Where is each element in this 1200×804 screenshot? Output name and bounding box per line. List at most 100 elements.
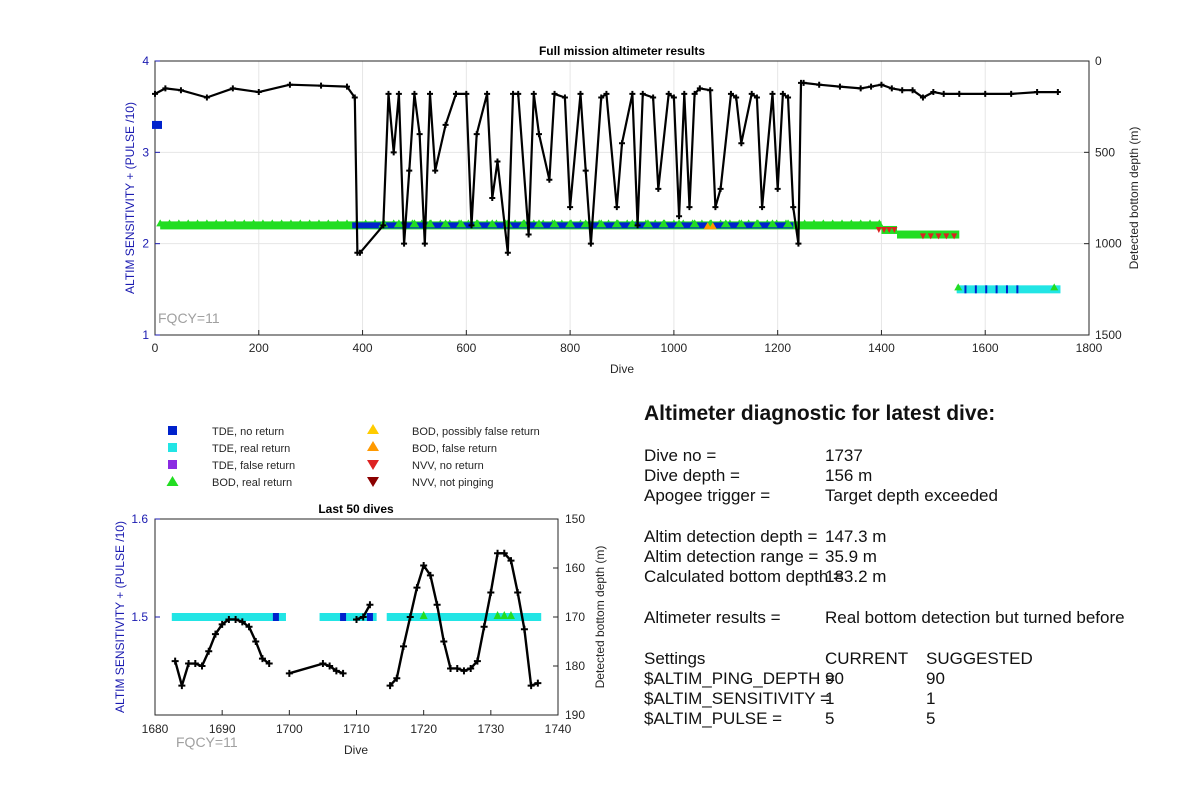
bod-real-marker bbox=[506, 611, 515, 619]
nvv-no-return-marker bbox=[881, 226, 888, 233]
bottom-chart-series bbox=[171, 549, 542, 690]
legend-swatch-bod-possibly-false bbox=[367, 424, 379, 434]
detected-depth-point bbox=[790, 204, 797, 211]
tde-no-return-marker bbox=[340, 613, 347, 621]
detected-depth-point bbox=[468, 222, 475, 229]
depth-point bbox=[420, 562, 428, 570]
det-depth-row: Altim detection depth = 147.3 m bbox=[644, 527, 1184, 547]
nvv-no-return-marker bbox=[927, 233, 934, 240]
calc-bottom-label: Calculated bottom depth = bbox=[644, 567, 843, 586]
depth-point bbox=[480, 623, 488, 631]
detected-depth-point bbox=[463, 90, 470, 97]
top-y2-tick-label: 500 bbox=[1095, 145, 1115, 159]
detected-depth-point bbox=[800, 79, 807, 86]
tde-no-return-marker bbox=[152, 120, 162, 129]
bottom-x-tick-label: 1690 bbox=[209, 722, 236, 736]
calc-bottom-row: Calculated bottom depth = 183.2 m bbox=[644, 567, 1184, 587]
bod-false-return-marker bbox=[708, 222, 717, 230]
bod-real-marker bbox=[838, 219, 847, 227]
detected-depth-point bbox=[546, 176, 553, 183]
detected-depth-point bbox=[676, 213, 683, 220]
detected-depth-point bbox=[286, 81, 293, 88]
detected-depth-point bbox=[733, 94, 740, 101]
diagnostic-title: Altimeter diagnostic for latest dive: bbox=[644, 402, 996, 425]
depth-point bbox=[507, 557, 515, 565]
legend-swatch-tde-false bbox=[168, 460, 177, 469]
bottom-x-tick-label: 1710 bbox=[343, 722, 370, 736]
legend-label-tde-real: TDE, real return bbox=[212, 443, 290, 455]
bod-real-marker bbox=[954, 283, 963, 291]
legend-label-tde-false: TDE, false return bbox=[212, 460, 295, 472]
apogee-value: Target depth exceeded bbox=[825, 486, 998, 505]
detected-depth-point bbox=[753, 94, 760, 101]
dive-no-row: Dive no = 1737 bbox=[644, 446, 1184, 466]
calc-bottom-value: 183.2 m bbox=[825, 567, 887, 586]
bottom-y2-tick-label: 170 bbox=[565, 610, 585, 624]
detected-depth-point bbox=[1054, 89, 1061, 96]
bod-real-marker bbox=[184, 219, 193, 227]
sensitivity-current: 1 bbox=[825, 689, 835, 708]
pulse-label: $ALTIM_PULSE = bbox=[644, 709, 783, 728]
detected-depth-point bbox=[489, 195, 496, 201]
depth-point bbox=[487, 589, 495, 596]
bottom-y-tick-label: 1.6 bbox=[131, 512, 148, 526]
detected-depth-point bbox=[613, 204, 620, 211]
detected-depth-point bbox=[318, 82, 325, 89]
detected-depth-point bbox=[530, 90, 537, 97]
bod-real-marker bbox=[493, 611, 502, 619]
depth-point bbox=[245, 623, 253, 631]
detected-depth-point bbox=[351, 94, 358, 101]
depth-point bbox=[406, 613, 414, 621]
bottom-x-tick-label: 1700 bbox=[276, 722, 303, 736]
top-y-tick-label: 4 bbox=[142, 54, 149, 68]
bod-real-band-step bbox=[897, 230, 960, 239]
bod-real-marker bbox=[828, 219, 837, 227]
suggested-label: SUGGESTED bbox=[926, 649, 1033, 668]
depth-point bbox=[285, 669, 293, 677]
detected-depth-point bbox=[525, 231, 532, 238]
top-chart-title: Full mission altimeter results bbox=[539, 44, 705, 58]
depth-point bbox=[332, 667, 340, 675]
bod-real-marker bbox=[500, 611, 509, 619]
bod-real-marker bbox=[658, 219, 669, 228]
top-x-tick-label: 600 bbox=[456, 341, 476, 355]
detected-depth-point bbox=[255, 89, 262, 96]
detected-depth-point bbox=[836, 83, 843, 90]
top-x-tick-label: 200 bbox=[249, 341, 269, 355]
depth-point bbox=[171, 657, 179, 665]
top-chart-ticks: 0 200 400 600 800 1000 1200 1400 1600 1800 1 2 3 4 0 50… bbox=[142, 54, 1122, 355]
det-depth-value: 147.3 m bbox=[825, 527, 887, 546]
detected-depth-point bbox=[888, 85, 895, 92]
detected-depth-point bbox=[380, 222, 387, 229]
depth-point bbox=[433, 601, 441, 609]
depth-point bbox=[467, 664, 475, 672]
detected-depth-point bbox=[432, 167, 439, 174]
depth-point bbox=[527, 682, 535, 690]
detected-depth-point bbox=[567, 204, 574, 211]
nvv-no-return-marker bbox=[943, 233, 950, 240]
bod-real-marker bbox=[1050, 283, 1059, 291]
bod-real-marker bbox=[549, 219, 560, 228]
det-range-row: Altim detection range = 35.9 m bbox=[644, 547, 1184, 567]
tde-no-return-marker bbox=[974, 285, 977, 294]
detected-depth-point bbox=[982, 90, 989, 97]
depth-point bbox=[413, 584, 421, 592]
depth-point bbox=[534, 679, 542, 687]
depth-point bbox=[494, 549, 502, 557]
depth-point bbox=[232, 615, 240, 623]
detected-depth-point bbox=[619, 140, 625, 147]
detected-depth-point bbox=[681, 90, 688, 97]
nvv-no-return-marker bbox=[875, 226, 882, 233]
legend-swatch-bod-false bbox=[367, 441, 379, 451]
detected-depth-point bbox=[603, 90, 610, 97]
top-y-axis-label: ALTIM SENSITIVITY + (PULSE /10) bbox=[123, 102, 137, 294]
legend-label-nvv-not-pinging: NVV, not pinging bbox=[412, 477, 494, 489]
detected-depth-point bbox=[1008, 90, 1015, 97]
detected-depth-point bbox=[899, 87, 906, 94]
bod-real-marker bbox=[783, 219, 794, 228]
settings-label: Settings bbox=[644, 649, 706, 668]
detected-depth-point bbox=[795, 240, 802, 247]
pulse-suggested: 5 bbox=[926, 709, 936, 728]
bod-real-marker bbox=[202, 219, 211, 227]
detected-depth-point bbox=[229, 85, 236, 92]
